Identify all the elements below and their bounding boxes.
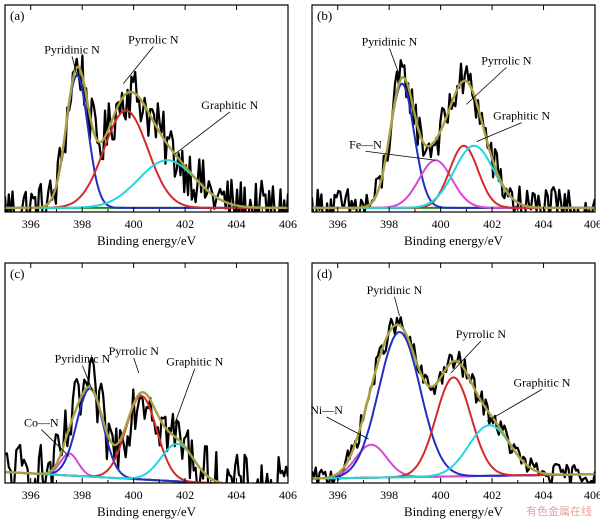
x-tick-label: 400 — [432, 217, 450, 231]
annotation-label: Graphitic N — [493, 109, 550, 123]
annotation-label: Pyridinic N — [44, 42, 100, 56]
annotation-leader — [71, 56, 78, 76]
x-tick-label: 396 — [329, 217, 347, 231]
x-axis-title: Binding energy/eV — [97, 233, 197, 248]
annotation-leader — [174, 111, 231, 155]
x-tick-label: 400 — [432, 488, 450, 502]
raw-spectrum-line — [5, 356, 288, 483]
plot-area — [312, 316, 595, 483]
annotation-label: Graphitic N — [201, 98, 258, 112]
annotation-leader — [476, 122, 522, 142]
x-tick-label: 406 — [584, 217, 600, 231]
annotation-label: Fe—N — [349, 137, 382, 151]
x-tick-label: 398 — [380, 488, 398, 502]
peak-pyridinic-n-line — [312, 330, 595, 480]
x-axis-title: Binding energy/eV — [97, 504, 197, 519]
annotation-label: Co—N — [24, 416, 59, 430]
plot-frame — [4, 4, 289, 213]
x-tick-label: 396 — [329, 488, 347, 502]
x-tick-label: 398 — [73, 488, 91, 502]
panel-label: (d) — [317, 266, 332, 281]
annotation-label: Pyrrolic N — [456, 327, 507, 341]
annotation-leader — [486, 389, 543, 422]
x-tick-label: 404 — [535, 488, 553, 502]
x-tick-label: 404 — [228, 488, 246, 502]
annotation-leader — [174, 368, 196, 424]
annotation-leader — [133, 357, 140, 374]
annotation-label: Pyridinic N — [55, 352, 111, 366]
panel-label: (b) — [317, 8, 332, 23]
peak-graphitic-n-line — [5, 443, 231, 483]
peak-pyrrolic-n-line — [312, 144, 595, 209]
annotation-label: Pyrrolic N — [481, 53, 532, 67]
x-tick-label: 398 — [380, 217, 398, 231]
raw-spectrum-line — [312, 59, 595, 212]
annotation-label: Graphitic N — [166, 355, 223, 369]
x-tick-label: 396 — [22, 488, 40, 502]
annotation-label: Pyrrolic N — [128, 33, 179, 47]
x-tick-label: 406 — [584, 488, 600, 502]
panel-label: (a) — [10, 8, 24, 23]
panel-label: (c) — [10, 266, 24, 281]
x-tick-label: 402 — [176, 217, 194, 231]
annotation-label: Pyridinic N — [367, 283, 423, 297]
x-tick-label: 398 — [73, 217, 91, 231]
x-tick-label: 406 — [279, 217, 297, 231]
x-tick-label: 406 — [279, 488, 297, 502]
annotation-label: Graphitic N — [513, 375, 570, 389]
x-tick-label: 402 — [483, 488, 501, 502]
fit-envelope-line — [312, 76, 595, 210]
fit-envelope-line — [5, 65, 288, 210]
annotation-leader — [82, 365, 93, 391]
panel-c: 396 398 400 402 404 406 Binding energy/eV (c) Co… — [4, 262, 297, 519]
x-axis-title: Binding energy/eV — [404, 233, 504, 248]
plot-frame — [4, 262, 289, 484]
annotation-label: Pyridinic N — [362, 34, 418, 48]
plot-area — [312, 59, 595, 212]
panel-d: 396 398 400 402 404 406 Binding energy/eV (d) Ni… — [310, 262, 600, 519]
x-axis-title: Binding energy/eV — [404, 504, 504, 519]
plot-frame — [311, 262, 596, 484]
x-tick-label: 402 — [483, 217, 501, 231]
annotation-leader — [123, 46, 154, 84]
x-tick-label: 404 — [228, 217, 246, 231]
x-tick-label: 400 — [125, 217, 143, 231]
annotation-leader — [466, 67, 507, 105]
plot-area — [5, 356, 288, 483]
plot-area — [5, 54, 288, 212]
annotation-leader — [326, 416, 369, 440]
x-tick-label: 400 — [125, 488, 143, 502]
annotation-label: Pyrrolic N — [109, 344, 160, 358]
watermark: 有色金属在线 — [526, 504, 592, 518]
peak-graphitic-n-line — [312, 144, 595, 209]
fit-envelope-line — [5, 385, 232, 483]
plot-frame — [311, 4, 596, 213]
fit-envelope-line — [312, 323, 595, 480]
annotation-leader — [365, 150, 436, 161]
annotation-label: Ni—N — [310, 403, 343, 417]
annotation-leader — [41, 429, 70, 457]
annotation-leader — [389, 48, 400, 76]
x-tick-label: 404 — [535, 217, 553, 231]
annotation-leader — [394, 296, 400, 316]
peak-pyridinic-n-line — [5, 387, 227, 483]
panel-a: 396 398 400 402 404 406 Binding energy/eV (a) Py… — [4, 4, 297, 248]
x-tick-label: 396 — [22, 217, 40, 231]
annotation-leader — [450, 340, 482, 374]
panel-b: 396 398 400 402 404 406 Binding energy/eV (b) Py… — [311, 4, 600, 248]
x-tick-label: 402 — [176, 488, 194, 502]
